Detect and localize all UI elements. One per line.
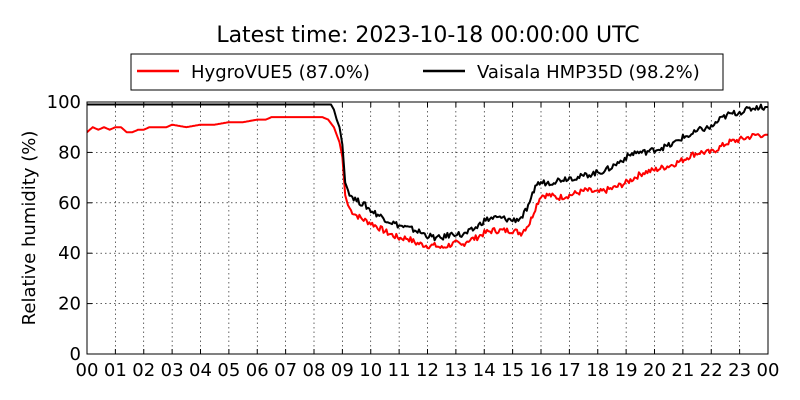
x-tick-label: 15 — [501, 360, 524, 381]
legend-label-vaisala: Vaisala HMP35D (98.2%) — [477, 62, 700, 83]
y-axis-label: Relative humidity (%) — [19, 131, 40, 326]
x-tick-label: 10 — [359, 360, 382, 381]
x-tick-label: 00 — [757, 360, 780, 381]
axes: 00 01 02 03 04 05 06 07 08 09 10 11 12 13 14 15 16 17 18 19… — [47, 92, 780, 381]
y-tick-label: 80 — [58, 142, 81, 163]
y-tick-label: 0 — [70, 344, 81, 365]
legend-label-hygrovue5: HygroVUE5 (87.0%) — [191, 62, 370, 83]
x-tick-label: 01 — [104, 360, 127, 381]
x-tick-label: 17 — [558, 360, 581, 381]
x-tick-label: 04 — [189, 360, 212, 381]
x-tick-label: 07 — [274, 360, 297, 381]
y-tick-label: 60 — [58, 193, 81, 214]
x-tick-label: 09 — [331, 360, 354, 381]
x-tick-label: 06 — [246, 360, 269, 381]
y-tick-label: 20 — [58, 294, 81, 315]
x-tick-label: 22 — [700, 360, 723, 381]
x-tick-label: 12 — [416, 360, 439, 381]
grid — [87, 102, 768, 354]
x-tick-label: 14 — [473, 360, 496, 381]
x-tick-label: 05 — [217, 360, 240, 381]
x-tick-label: 11 — [388, 360, 411, 381]
x-tick-label: 23 — [728, 360, 751, 381]
x-tick-label: 13 — [444, 360, 467, 381]
chart-title: Latest time: 2023-10-18 00:00:00 UTC — [216, 23, 639, 48]
x-tick-label: 00 — [76, 360, 99, 381]
x-tick-label: 02 — [132, 360, 155, 381]
legend: HygroVUE5 (87.0%) Vaisala HMP35D (98.2%) — [130, 53, 724, 91]
y-tick-label: 40 — [58, 243, 81, 264]
series-lines — [87, 103, 768, 250]
x-tick-label: 08 — [303, 360, 326, 381]
x-tick-label: 19 — [615, 360, 638, 381]
x-tick-label: 20 — [643, 360, 666, 381]
plot-frame — [86, 101, 769, 355]
x-tick-label: 18 — [586, 360, 609, 381]
x-tick-label: 16 — [530, 360, 553, 381]
x-tick-label: 03 — [161, 360, 184, 381]
y-tick-label: 100 — [47, 92, 81, 113]
series-line-hygrovue5 — [87, 116, 768, 250]
x-tick-label: 21 — [671, 360, 694, 381]
